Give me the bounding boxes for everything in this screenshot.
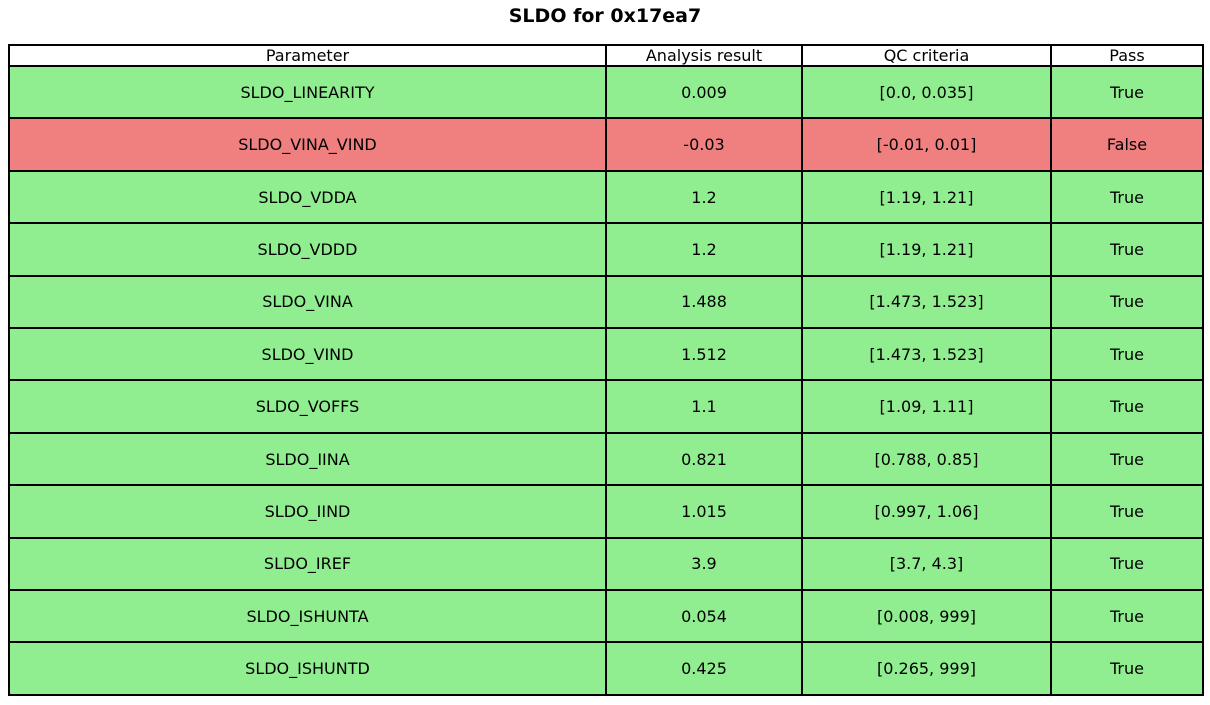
cell-qc-criteria: [0.0, 0.035] — [801, 64, 1052, 120]
column-header-pass: Pass — [1050, 44, 1204, 67]
table-row: SLDO_LINEARITY 0.009 [0.0, 0.035] True — [8, 64, 1204, 120]
cell-parameter: SLDO_VIND — [8, 327, 607, 382]
cell-parameter: SLDO_VOFFS — [8, 379, 607, 434]
cell-parameter: SLDO_ISHUNTD — [8, 641, 607, 696]
cell-qc-criteria: [-0.01, 0.01] — [801, 117, 1052, 172]
table-row: SLDO_ISHUNTA 0.054 [0.008, 999] True — [8, 589, 1204, 644]
cell-pass: True — [1050, 274, 1204, 330]
cell-pass: True — [1050, 484, 1204, 539]
cell-analysis-result: 1.2 — [605, 222, 803, 277]
cell-pass: True — [1050, 641, 1204, 696]
cell-analysis-result: 0.009 — [605, 64, 803, 120]
cell-qc-criteria: [3.7, 4.3] — [801, 536, 1052, 592]
cell-pass: True — [1050, 222, 1204, 277]
cell-analysis-result: 1.2 — [605, 169, 803, 225]
table-row: SLDO_VINA 1.488 [1.473, 1.523] True — [8, 274, 1204, 330]
cell-pass: True — [1050, 64, 1204, 120]
cell-pass: True — [1050, 536, 1204, 592]
cell-analysis-result: 1.512 — [605, 327, 803, 382]
cell-qc-criteria: [1.473, 1.523] — [801, 274, 1052, 330]
cell-parameter: SLDO_IIND — [8, 484, 607, 539]
cell-qc-criteria: [0.008, 999] — [801, 589, 1052, 644]
cell-analysis-result: -0.03 — [605, 117, 803, 172]
cell-parameter: SLDO_IREF — [8, 536, 607, 592]
cell-pass: False — [1050, 117, 1204, 172]
cell-analysis-result: 0.425 — [605, 641, 803, 696]
cell-qc-criteria: [0.997, 1.06] — [801, 484, 1052, 539]
cell-qc-criteria: [1.19, 1.21] — [801, 222, 1052, 277]
table-row: SLDO_ISHUNTD 0.425 [0.265, 999] True — [8, 641, 1204, 696]
cell-parameter: SLDO_ISHUNTA — [8, 589, 607, 644]
cell-parameter: SLDO_VINA_VIND — [8, 117, 607, 172]
cell-parameter: SLDO_LINEARITY — [8, 64, 607, 120]
table-row: SLDO_VDDA 1.2 [1.19, 1.21] True — [8, 169, 1204, 225]
cell-qc-criteria: [1.19, 1.21] — [801, 169, 1052, 225]
table-row: SLDO_VIND 1.512 [1.473, 1.523] True — [8, 327, 1204, 382]
table-row: SLDO_VOFFS 1.1 [1.09, 1.11] True — [8, 379, 1204, 434]
table-row: SLDO_IIND 1.015 [0.997, 1.06] True — [8, 484, 1204, 539]
cell-parameter: SLDO_IINA — [8, 431, 607, 487]
table-row: SLDO_VDDD 1.2 [1.19, 1.21] True — [8, 222, 1204, 277]
cell-analysis-result: 1.015 — [605, 484, 803, 539]
cell-pass: True — [1050, 327, 1204, 382]
cell-qc-criteria: [0.788, 0.85] — [801, 431, 1052, 487]
table-header-row: Parameter Analysis result QC criteria Pa… — [8, 44, 1204, 67]
cell-analysis-result: 0.054 — [605, 589, 803, 644]
cell-qc-criteria: [1.09, 1.11] — [801, 379, 1052, 434]
cell-pass: True — [1050, 431, 1204, 487]
cell-pass: True — [1050, 169, 1204, 225]
cell-parameter: SLDO_VDDA — [8, 169, 607, 225]
cell-analysis-result: 1.1 — [605, 379, 803, 434]
cell-parameter: SLDO_VINA — [8, 274, 607, 330]
cell-qc-criteria: [0.265, 999] — [801, 641, 1052, 696]
qc-results-table: Parameter Analysis result QC criteria Pa… — [8, 44, 1204, 696]
page-title: SLDO for 0x17ea7 — [508, 5, 702, 27]
cell-parameter: SLDO_VDDD — [8, 222, 607, 277]
table-row: SLDO_IREF 3.9 [3.7, 4.3] True — [8, 536, 1204, 592]
cell-analysis-result: 0.821 — [605, 431, 803, 487]
cell-qc-criteria: [1.473, 1.523] — [801, 327, 1052, 382]
column-header-parameter: Parameter — [8, 44, 607, 67]
table-row: SLDO_VINA_VIND -0.03 [-0.01, 0.01] False — [8, 117, 1204, 172]
column-header-analysis-result: Analysis result — [605, 44, 803, 67]
cell-pass: True — [1050, 589, 1204, 644]
cell-analysis-result: 3.9 — [605, 536, 803, 592]
cell-analysis-result: 1.488 — [605, 274, 803, 330]
column-header-qc-criteria: QC criteria — [801, 44, 1052, 67]
cell-pass: True — [1050, 379, 1204, 434]
table-row: SLDO_IINA 0.821 [0.788, 0.85] True — [8, 431, 1204, 487]
